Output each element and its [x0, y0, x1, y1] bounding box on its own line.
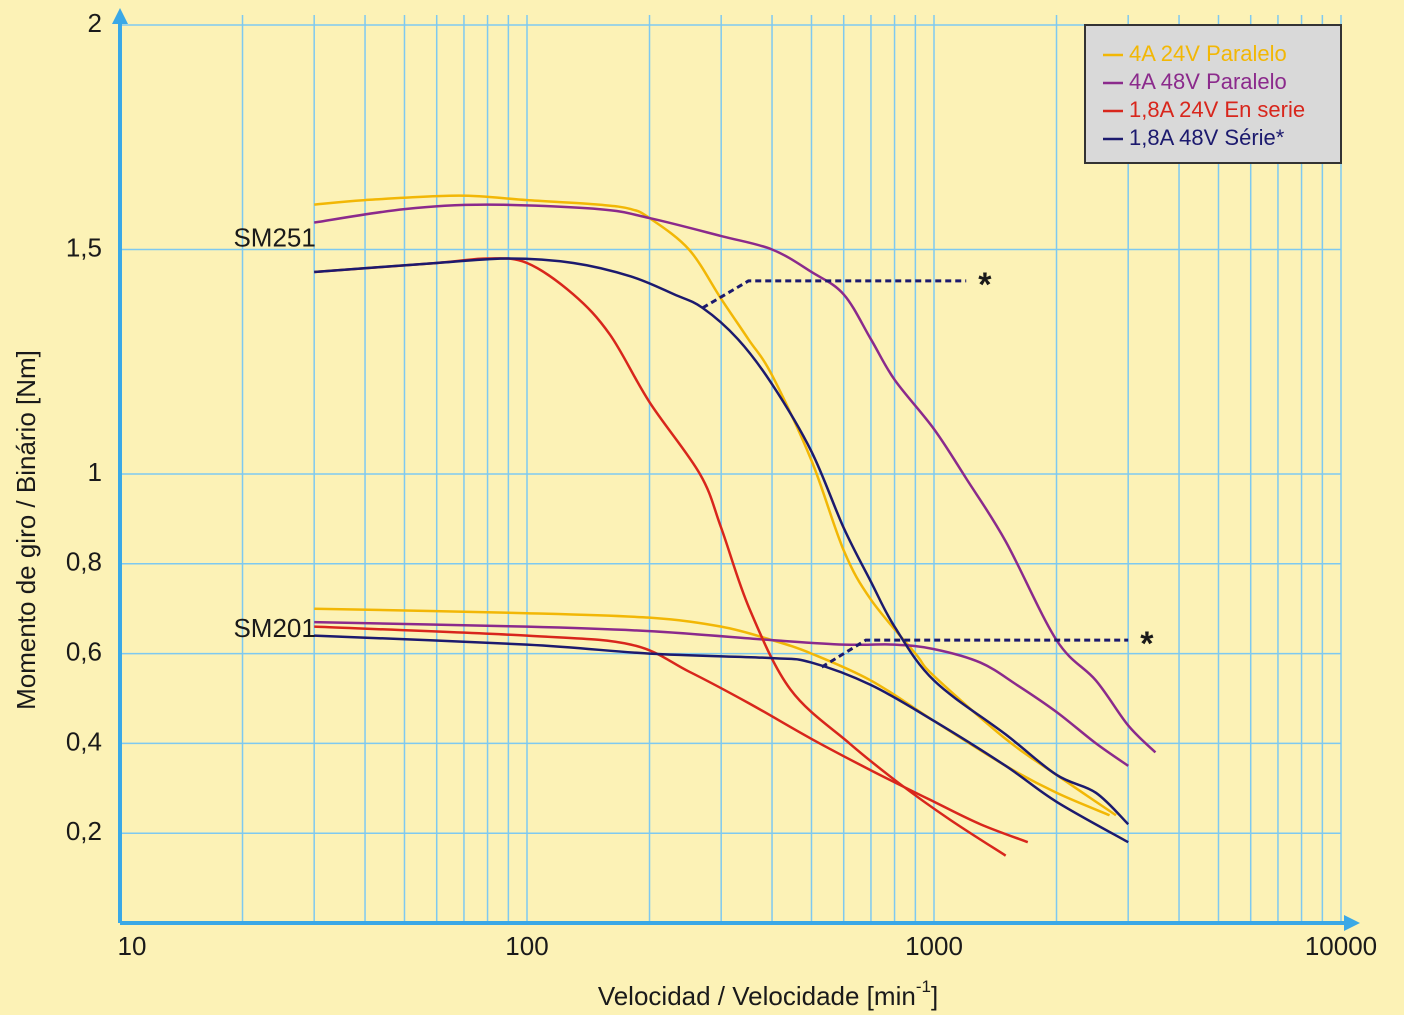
y-tick-label: 2	[88, 8, 102, 38]
x-label-sup: -1	[916, 977, 931, 996]
x-axis-arrow	[1344, 915, 1360, 931]
y-tick-label: 0,8	[66, 547, 102, 577]
y-tick-label: 1	[88, 457, 102, 487]
x-tick-label: 1000	[905, 931, 963, 961]
legend-label: 4A 24V Paralelo	[1129, 41, 1287, 66]
limit-line	[701, 279, 967, 310]
x-tick-label: 10	[118, 931, 147, 961]
y-tick-label: 1,5	[66, 232, 102, 262]
y-tick-label: 0,2	[66, 816, 102, 846]
legend-box	[1084, 24, 1342, 164]
x-tick-label: 10000	[1305, 931, 1377, 961]
y-axis-arrow	[112, 8, 128, 24]
x-label-text: Velocidad / Velocidade [min	[598, 981, 916, 1011]
y-tick-label: 0,4	[66, 726, 102, 756]
series-line	[314, 625, 1029, 844]
curve-label: SM201	[233, 613, 315, 643]
y-axis-label: Momento de giro / Binário [Nm]	[11, 350, 41, 710]
legend-label: 4A 48V Paralelo	[1129, 69, 1287, 94]
curve-label: SM251	[233, 222, 315, 252]
series-line	[314, 634, 1129, 844]
limit-line	[820, 638, 1129, 669]
x-axis-label: Velocidad / Velocidade [min-1]	[598, 977, 938, 1010]
series-line	[314, 620, 1129, 767]
annotation: *	[978, 266, 992, 304]
series-line	[314, 194, 1117, 817]
legend-label: 1,8A 24V En serie	[1129, 97, 1305, 122]
legend-label: 1,8A 48V Série*	[1129, 125, 1285, 150]
series-line	[314, 257, 1130, 826]
y-tick-label: 0,6	[66, 636, 102, 666]
x-label-end: ]	[931, 981, 938, 1011]
x-tick-label: 100	[505, 931, 548, 961]
annotation: *	[1140, 625, 1154, 663]
